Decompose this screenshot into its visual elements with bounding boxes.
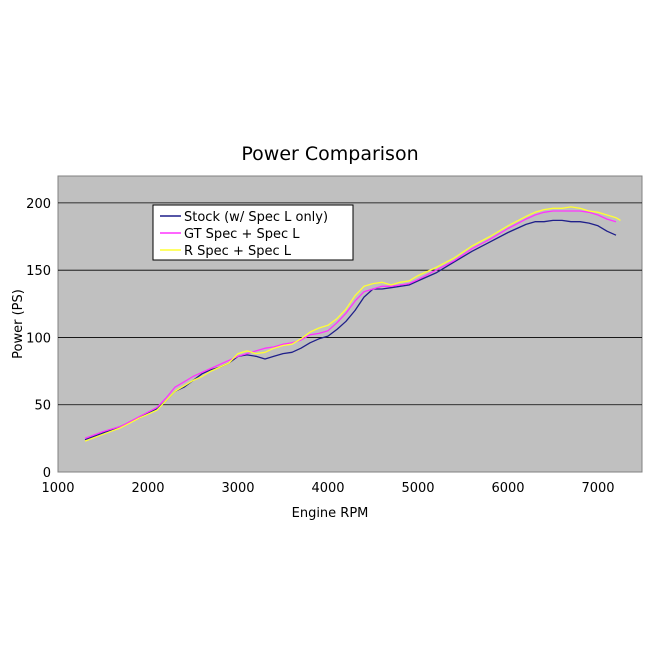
x-axis-ticks: 1000 2000 3000 4000 5000 6000 7000 bbox=[41, 481, 614, 496]
grid-lines bbox=[58, 202, 642, 406]
series-lines bbox=[84, 206, 621, 442]
y-tick-label: 100 bbox=[26, 331, 51, 346]
y-tick-label: 50 bbox=[34, 399, 51, 414]
legend-box bbox=[152, 204, 354, 261]
x-tick-label: 6000 bbox=[491, 481, 524, 496]
legend-label: R Spec + Spec L bbox=[184, 244, 292, 259]
y-tick-label: 200 bbox=[26, 197, 51, 212]
x-tick-label: 3000 bbox=[221, 481, 254, 496]
x-tick-label: 2000 bbox=[131, 481, 164, 496]
x-tick-label: 4000 bbox=[311, 481, 344, 496]
x-tick-label: 1000 bbox=[41, 481, 74, 496]
legend-label: GT Spec + Spec L bbox=[184, 227, 300, 242]
series-line-3 bbox=[84, 206, 621, 442]
legend-label: Stock (w/ Spec L only) bbox=[184, 210, 328, 225]
y-tick-label: 0 bbox=[43, 466, 51, 481]
series-line-2 bbox=[84, 210, 617, 440]
x-axis-label: Engine RPM bbox=[292, 506, 369, 521]
x-tick-label: 5000 bbox=[401, 481, 434, 496]
y-tick-label: 150 bbox=[26, 264, 51, 279]
y-axis-ticks: 0 50 100 150 200 bbox=[26, 197, 51, 481]
chart-title: Power Comparison bbox=[241, 143, 418, 165]
x-tick-label: 7000 bbox=[581, 481, 614, 496]
legend: Stock (w/ Spec L only) GT Spec + Spec L R … bbox=[152, 204, 354, 261]
y-axis-label: Power (PS) bbox=[11, 289, 26, 359]
